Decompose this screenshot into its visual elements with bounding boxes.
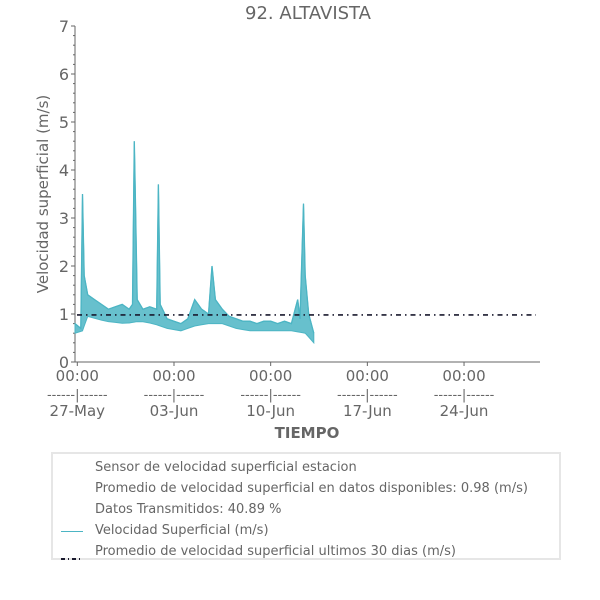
legend-entry-average-available: Promedio de velocidad superficial en dat… bbox=[53, 479, 559, 499]
y-tick-label: 5 bbox=[59, 113, 69, 132]
x-tick-label-separator: ------|------ bbox=[337, 388, 398, 403]
x-tick-label-separator: ------|------ bbox=[144, 388, 205, 403]
x-tick-label-time: 00:00 bbox=[152, 367, 195, 385]
y-tick-label: 7 bbox=[59, 17, 69, 36]
x-tick-label-date: 27-May bbox=[50, 402, 106, 420]
legend-swatch-line bbox=[61, 531, 83, 532]
y-tick-label: 1 bbox=[59, 305, 69, 324]
x-tick-label-time: 00:00 bbox=[346, 367, 389, 385]
legend-text: Sensor de velocidad superficial estacion bbox=[95, 460, 357, 475]
x-tick-label-date: 10-Jun bbox=[246, 402, 295, 420]
legend-entry-transmitted: Datos Transmitidos: 40.89 % bbox=[53, 500, 559, 520]
x-tick-label-separator: ------|------ bbox=[434, 388, 495, 403]
x-tick-label-date: 17-Jun bbox=[343, 402, 392, 420]
y-tick-label: 4 bbox=[59, 161, 69, 180]
x-tick-label-date: 03-Jun bbox=[150, 402, 199, 420]
x-axis-label: TIEMPO bbox=[275, 424, 340, 442]
legend-entry-station: Sensor de velocidad superficial estacion bbox=[53, 458, 559, 478]
velocity-series-line bbox=[74, 141, 315, 334]
y-tick-label: 6 bbox=[59, 65, 69, 84]
legend-text: Datos Transmitidos: 40.89 % bbox=[95, 502, 282, 517]
x-tick-label-time: 00:00 bbox=[442, 367, 485, 385]
x-tick-label-separator: ------|------ bbox=[240, 388, 301, 403]
x-tick-label-time: 00:00 bbox=[56, 367, 99, 385]
chart-title: 92. ALTAVISTA bbox=[245, 3, 372, 24]
y-tick-label: 3 bbox=[59, 209, 69, 228]
y-tick-label: 0 bbox=[59, 353, 69, 372]
legend: Sensor de velocidad superficial estacion… bbox=[51, 452, 561, 560]
y-axis-label: Velocidad superficial (m/s) bbox=[34, 95, 52, 294]
legend-entry-velocity: Velocidad Superficial (m/s) bbox=[53, 521, 559, 541]
x-tick-label-separator: ------|------ bbox=[47, 388, 108, 403]
legend-entry-average-30d: Promedio de velocidad superficial ultimo… bbox=[53, 542, 559, 562]
x-tick-label-time: 00:00 bbox=[249, 367, 292, 385]
legend-text: Velocidad Superficial (m/s) bbox=[95, 523, 269, 538]
legend-text: Promedio de velocidad superficial ultimo… bbox=[95, 544, 456, 559]
velocity-series-area bbox=[74, 141, 315, 345]
plot-area: 0123456700:00------|------27-May00:00---… bbox=[47, 17, 540, 420]
x-tick-label-date: 24-Jun bbox=[440, 402, 489, 420]
legend-text: Promedio de velocidad superficial en dat… bbox=[95, 481, 528, 496]
y-tick-label: 2 bbox=[59, 257, 69, 276]
